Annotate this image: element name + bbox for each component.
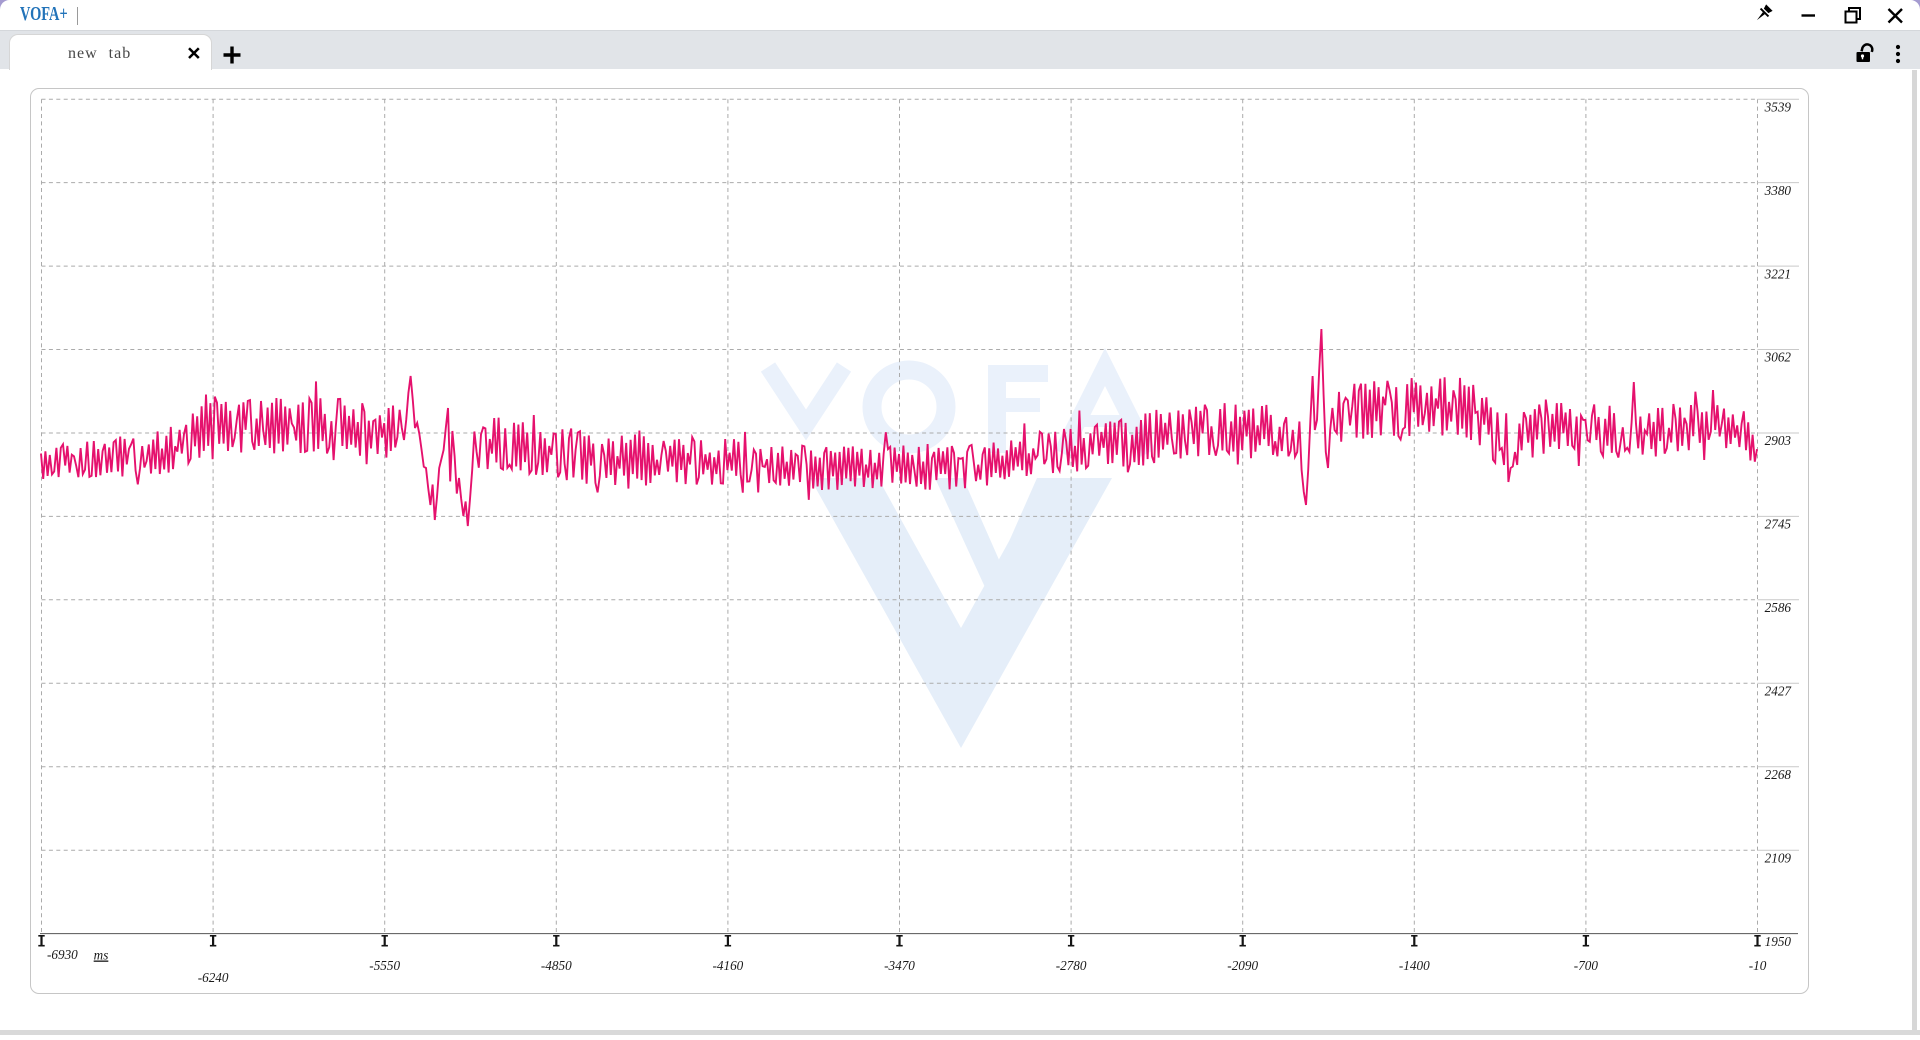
svg-text:-2780: -2780	[1056, 958, 1087, 973]
svg-text:ms: ms	[94, 948, 109, 963]
svg-text:-3470: -3470	[884, 958, 915, 973]
svg-text:2268: 2268	[1765, 767, 1792, 782]
svg-text:2427: 2427	[1765, 684, 1793, 699]
svg-text:-10: -10	[1749, 958, 1767, 973]
svg-text:2586: 2586	[1765, 600, 1792, 615]
svg-text:3539: 3539	[1764, 99, 1792, 114]
svg-text:-1400: -1400	[1399, 958, 1430, 973]
svg-text:-2090: -2090	[1227, 958, 1258, 973]
svg-text:-4160: -4160	[713, 958, 744, 973]
svg-text:-6240: -6240	[198, 970, 229, 985]
svg-text:2109: 2109	[1765, 850, 1792, 865]
svg-text:-6930: -6930	[47, 947, 78, 962]
svg-text:2903: 2903	[1765, 433, 1792, 448]
svg-text:-4850: -4850	[541, 958, 572, 973]
svg-text:3380: 3380	[1764, 183, 1792, 198]
svg-text:3221: 3221	[1764, 266, 1791, 281]
svg-text:2745: 2745	[1765, 517, 1792, 532]
svg-text:-700: -700	[1574, 958, 1599, 973]
svg-text:1950: 1950	[1765, 934, 1792, 949]
svg-text:3062: 3062	[1764, 350, 1792, 365]
svg-text:-5550: -5550	[369, 958, 400, 973]
